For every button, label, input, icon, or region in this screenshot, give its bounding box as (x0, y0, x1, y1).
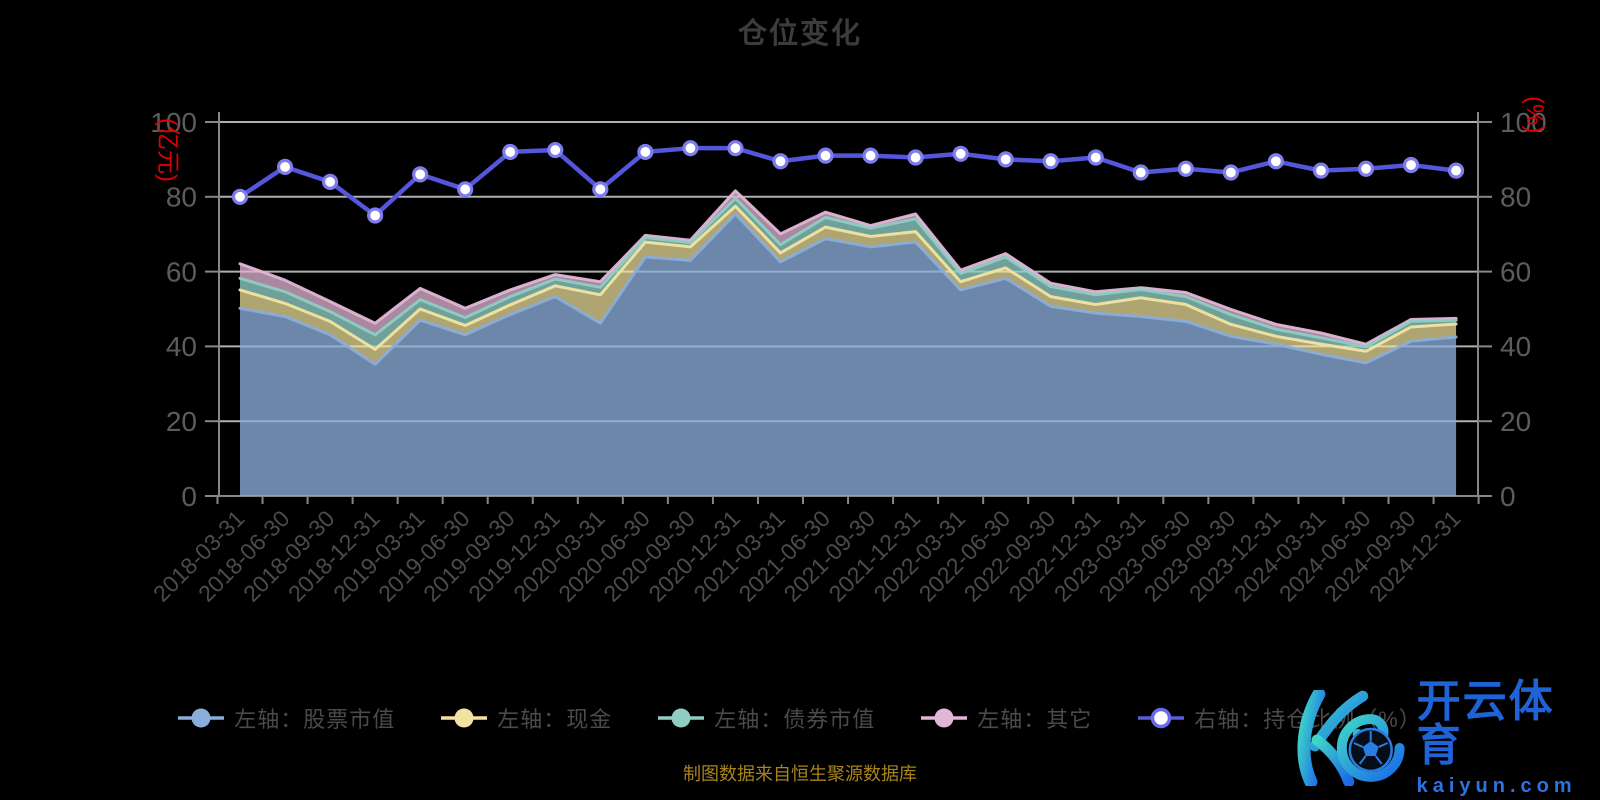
svg-text:80: 80 (166, 182, 197, 213)
watermark[interactable]: 开云体育 kaiyun.com (1283, 680, 1600, 796)
svg-text:0: 0 (1500, 481, 1516, 512)
ratio-point[interactable] (1312, 162, 1330, 179)
ratio-point[interactable] (952, 145, 969, 162)
ratio-point[interactable] (817, 147, 834, 164)
ratio-point[interactable] (682, 140, 699, 157)
area-band-1 (240, 206, 1457, 365)
legend-marker-icon (658, 708, 705, 728)
legend-marker-icon (921, 708, 968, 728)
ratio-point[interactable] (1222, 164, 1239, 181)
ratio-point[interactable] (637, 143, 654, 161)
svg-text:20: 20 (166, 406, 197, 437)
ratio-point[interactable] (592, 181, 609, 198)
legend-item-1[interactable]: 左轴：现金 (441, 702, 612, 734)
svg-text:100: 100 (1500, 107, 1547, 138)
legend-label: 左轴：其它 (977, 707, 1093, 732)
ratio-line (238, 145, 1457, 218)
ratio-point[interactable] (276, 158, 294, 175)
svg-text:60: 60 (1500, 256, 1531, 287)
chart-title: 仓位变化 (737, 18, 862, 50)
right-axis-name: (%) (1521, 96, 1548, 133)
ratio-point[interactable] (1132, 164, 1149, 181)
ratio-point[interactable] (412, 166, 429, 183)
ratio-point[interactable] (1447, 162, 1465, 179)
legend-item-3[interactable]: 左轴：其它 (921, 702, 1092, 734)
ratio-point[interactable] (367, 207, 384, 224)
ratio-point[interactable] (1042, 153, 1059, 170)
area-band-2 (240, 198, 1457, 352)
ratio-point[interactable] (1087, 149, 1104, 166)
ratio-point[interactable] (862, 147, 879, 164)
svg-text:80: 80 (1500, 182, 1531, 213)
watermark-brand: 开云体育 (1416, 677, 1555, 770)
ratio-point[interactable] (727, 140, 744, 157)
ratio-point[interactable] (1402, 156, 1420, 174)
legend-marker-icon (1138, 707, 1185, 729)
legend-marker-icon (441, 708, 488, 728)
legend-item-2[interactable]: 左轴：债券市值 (658, 702, 875, 734)
legend-label: 左轴：债券市值 (714, 707, 876, 732)
svg-text:40: 40 (166, 331, 197, 362)
legend-item-0[interactable]: 左轴：股票市值 (178, 702, 395, 734)
area-band-0 (240, 214, 1457, 496)
watermark-text: 开云体育 kaiyun.com (1416, 677, 1600, 797)
ratio-point[interactable] (907, 149, 924, 166)
svg-text:0: 0 (181, 481, 197, 512)
left-axis-name: (亿元) (154, 118, 181, 182)
ratio-point[interactable] (772, 153, 789, 170)
legend-label: 左轴：现金 (497, 707, 613, 732)
ratio-point[interactable] (1177, 160, 1194, 177)
legend-label: 左轴：股票市值 (234, 707, 396, 732)
ratio-point[interactable] (231, 188, 249, 205)
ratio-point[interactable] (1267, 153, 1285, 170)
ratio-point[interactable] (457, 181, 474, 198)
watermark-domain: kaiyun.com (1416, 775, 1577, 797)
kaiyun-logo-icon (1297, 690, 1405, 786)
svg-text:100: 100 (150, 107, 197, 138)
svg-text:20: 20 (1500, 406, 1531, 437)
svg-text:40: 40 (1500, 331, 1531, 362)
ratio-point[interactable] (502, 143, 519, 161)
legend-marker-icon (178, 708, 225, 728)
ratio-point[interactable] (321, 173, 339, 190)
ratio-point[interactable] (997, 151, 1014, 168)
ratio-point[interactable] (547, 141, 564, 159)
data-source-note: 制图数据来自恒生聚源数据库 (683, 764, 917, 784)
svg-text:60: 60 (166, 256, 197, 287)
ratio-point[interactable] (1357, 160, 1375, 177)
